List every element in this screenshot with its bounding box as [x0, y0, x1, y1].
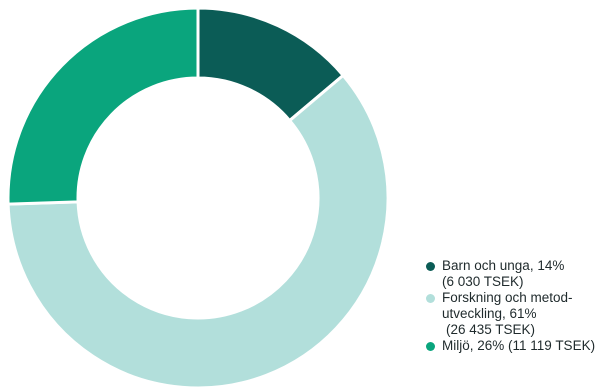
legend-value: (6 030 TSEK): [442, 274, 524, 289]
legend-swatch: [426, 342, 435, 351]
legend-item-miljo: Miljö, 26% (11 119 TSEK): [426, 338, 612, 354]
donut-slices: [6, 6, 390, 388]
donut-slice-forskning-och-metodutveckling: [6, 73, 390, 388]
chart-legend: Barn och unga, 14% (6 030 TSEK) Forsknin…: [426, 258, 612, 354]
legend-value: (26 435 TSEK): [446, 322, 536, 337]
legend-label: Miljö, 26% (11 119 TSEK): [442, 338, 596, 353]
legend-label-cont: utveckling, 61%: [442, 306, 537, 321]
legend-label: Forskning och metod-: [442, 290, 573, 305]
legend-swatch: [426, 262, 435, 271]
legend-swatch: [426, 294, 435, 303]
legend-item-forskning: Forskning och metod- utveckling, 61% (26…: [426, 290, 612, 338]
donut-slice-miljö: [6, 6, 200, 206]
legend-item-barn-och-unga: Barn och unga, 14% (6 030 TSEK): [426, 258, 612, 290]
legend-label: Barn och unga, 14%: [442, 258, 565, 273]
